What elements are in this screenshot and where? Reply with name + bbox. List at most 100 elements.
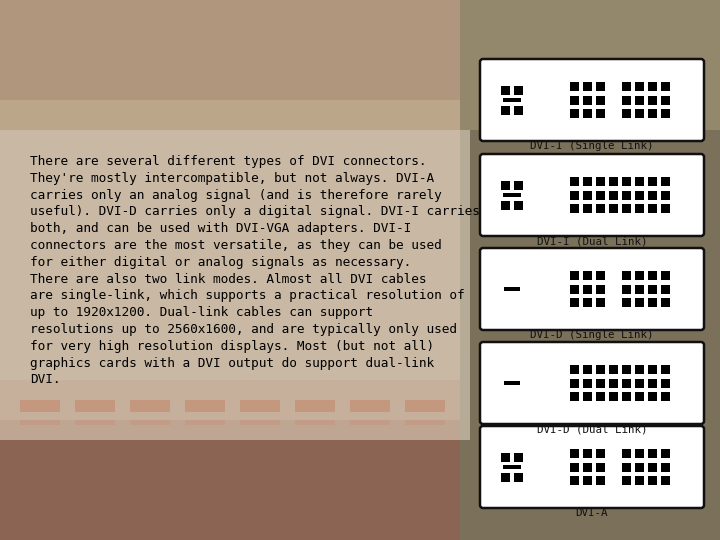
Bar bbox=[20, 420, 60, 425]
Bar bbox=[501, 180, 510, 190]
Text: There are several different types of DVI connectors.
They're mostly intercompati: There are several different types of DVI… bbox=[30, 155, 480, 387]
Bar bbox=[622, 271, 631, 280]
Bar bbox=[570, 462, 579, 471]
Bar bbox=[583, 379, 592, 388]
Bar bbox=[596, 177, 605, 186]
Bar bbox=[295, 420, 335, 425]
Bar bbox=[622, 285, 631, 294]
Bar bbox=[661, 476, 670, 485]
Bar bbox=[501, 105, 510, 114]
Bar bbox=[596, 82, 605, 91]
Bar bbox=[622, 476, 631, 485]
Bar bbox=[635, 365, 644, 374]
Bar bbox=[185, 420, 225, 425]
Bar bbox=[514, 85, 523, 94]
Bar bbox=[75, 420, 115, 425]
Bar bbox=[596, 379, 605, 388]
Bar bbox=[0, 380, 460, 540]
Bar bbox=[240, 420, 280, 425]
Bar bbox=[596, 271, 605, 280]
Bar bbox=[661, 449, 670, 458]
Bar bbox=[505, 287, 521, 291]
Bar bbox=[635, 449, 644, 458]
Bar bbox=[622, 379, 631, 388]
Bar bbox=[635, 379, 644, 388]
Bar bbox=[503, 98, 521, 102]
Bar bbox=[622, 82, 631, 91]
Bar bbox=[609, 365, 618, 374]
Text: DVI-D (Single Link): DVI-D (Single Link) bbox=[530, 330, 654, 340]
Bar bbox=[501, 453, 510, 462]
Bar bbox=[405, 420, 445, 425]
Bar bbox=[661, 204, 670, 213]
Bar bbox=[570, 109, 579, 118]
Bar bbox=[596, 365, 605, 374]
Bar bbox=[596, 285, 605, 294]
Bar bbox=[635, 96, 644, 105]
Bar bbox=[648, 96, 657, 105]
Bar bbox=[583, 204, 592, 213]
Bar bbox=[596, 96, 605, 105]
Bar bbox=[596, 204, 605, 213]
Bar bbox=[648, 271, 657, 280]
Bar bbox=[596, 109, 605, 118]
Bar bbox=[609, 177, 618, 186]
Bar bbox=[609, 191, 618, 199]
Bar bbox=[635, 271, 644, 280]
Bar bbox=[503, 193, 521, 197]
Bar bbox=[570, 365, 579, 374]
Bar bbox=[570, 298, 579, 307]
Text: DVI-D (Dual Link): DVI-D (Dual Link) bbox=[536, 424, 647, 434]
Bar bbox=[635, 204, 644, 213]
Bar bbox=[570, 476, 579, 485]
Bar bbox=[514, 105, 523, 114]
Bar bbox=[622, 191, 631, 199]
Bar bbox=[596, 476, 605, 485]
Bar bbox=[501, 85, 510, 94]
Bar bbox=[514, 180, 523, 190]
Bar bbox=[648, 449, 657, 458]
Bar bbox=[635, 285, 644, 294]
Bar bbox=[240, 400, 280, 412]
Bar bbox=[130, 400, 170, 412]
Bar bbox=[609, 379, 618, 388]
Bar bbox=[570, 191, 579, 199]
Bar bbox=[609, 204, 618, 213]
Bar bbox=[635, 191, 644, 199]
Bar bbox=[648, 191, 657, 199]
FancyBboxPatch shape bbox=[480, 59, 704, 141]
Bar bbox=[583, 462, 592, 471]
Bar bbox=[503, 465, 521, 469]
Bar bbox=[583, 476, 592, 485]
Bar bbox=[583, 365, 592, 374]
Bar bbox=[514, 453, 523, 462]
Bar bbox=[648, 177, 657, 186]
Bar bbox=[635, 177, 644, 186]
Bar bbox=[20, 400, 60, 412]
Bar bbox=[622, 177, 631, 186]
Bar bbox=[661, 177, 670, 186]
Bar bbox=[622, 449, 631, 458]
Bar bbox=[648, 392, 657, 401]
Bar bbox=[648, 285, 657, 294]
Bar bbox=[661, 285, 670, 294]
FancyBboxPatch shape bbox=[480, 248, 704, 330]
Bar bbox=[570, 449, 579, 458]
Bar bbox=[460, 0, 720, 540]
Bar bbox=[570, 379, 579, 388]
Bar bbox=[75, 400, 115, 412]
Bar bbox=[583, 392, 592, 401]
Bar bbox=[583, 298, 592, 307]
Bar bbox=[648, 476, 657, 485]
Bar bbox=[596, 298, 605, 307]
Bar bbox=[622, 298, 631, 307]
Bar bbox=[661, 109, 670, 118]
Bar bbox=[350, 420, 390, 425]
Bar bbox=[635, 82, 644, 91]
Bar bbox=[583, 177, 592, 186]
Bar bbox=[596, 449, 605, 458]
Bar bbox=[505, 381, 521, 385]
Bar bbox=[185, 400, 225, 412]
Bar bbox=[661, 298, 670, 307]
Bar bbox=[570, 271, 579, 280]
